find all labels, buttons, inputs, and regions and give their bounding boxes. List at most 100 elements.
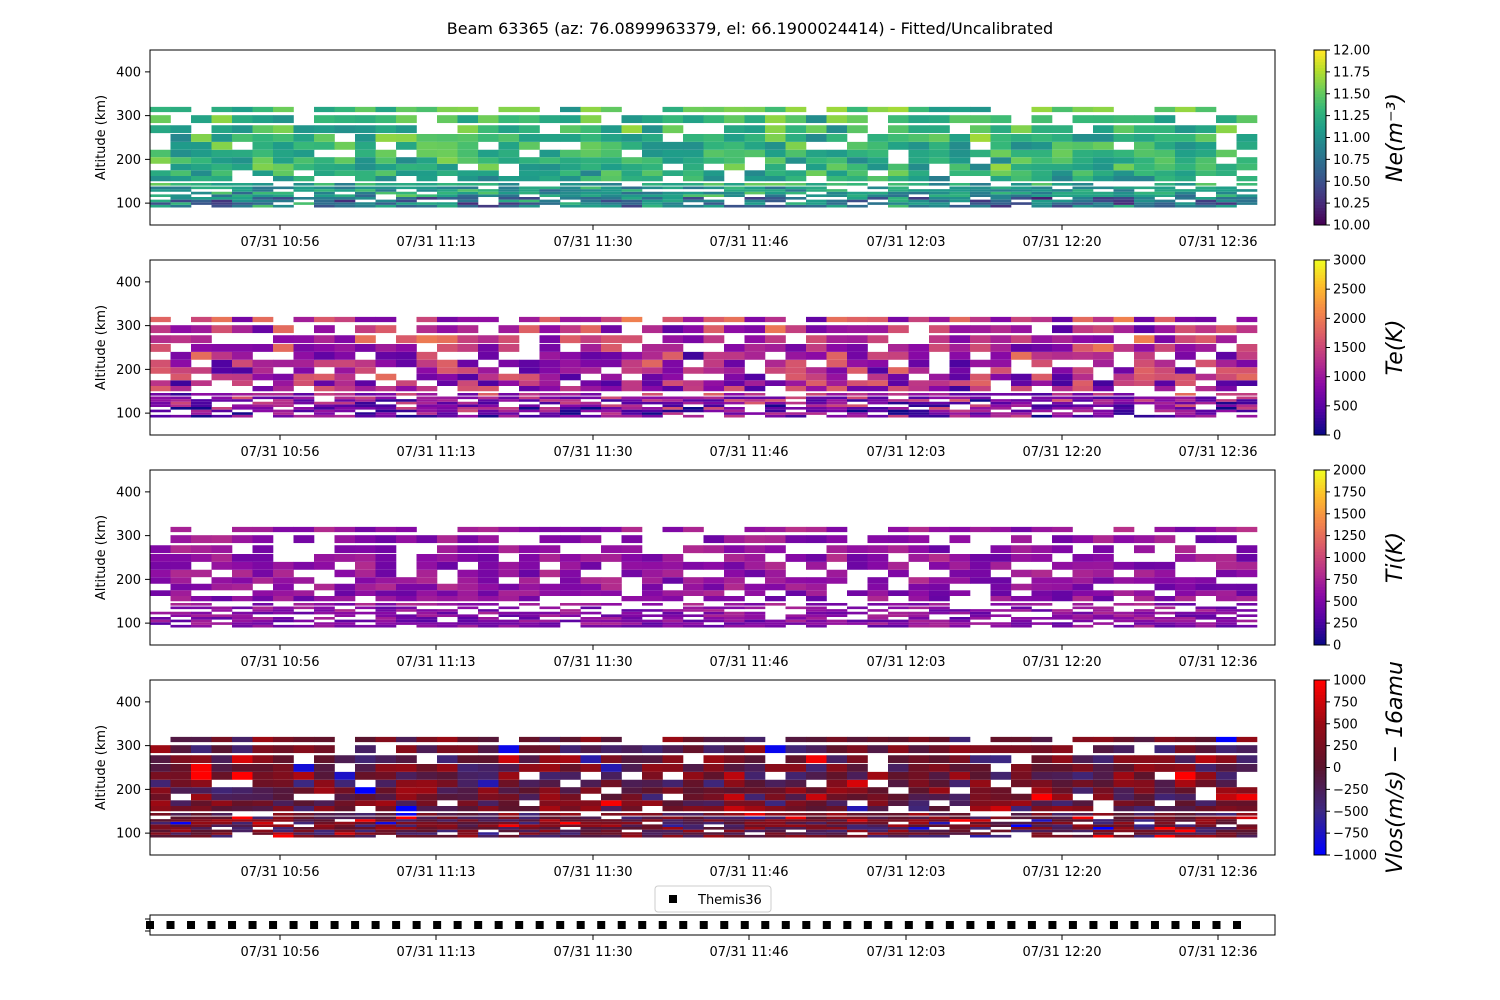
heatmap-cell — [744, 834, 766, 838]
heatmap-cell — [724, 344, 745, 352]
heatmap-cell — [375, 386, 397, 392]
colorbar-step — [1314, 327, 1326, 331]
heatmap-cell — [334, 194, 356, 198]
colorbar-step — [1314, 478, 1326, 483]
heatmap-cell — [1236, 344, 1258, 352]
heatmap-cell — [498, 183, 520, 186]
heatmap-cell — [1195, 204, 1217, 208]
heatmap-cell — [744, 189, 766, 192]
colorbar-tick-label: −750 — [1333, 827, 1369, 842]
heatmap-cell — [293, 813, 315, 816]
colorbar-step — [1314, 297, 1326, 302]
colorbar-step — [1314, 128, 1326, 133]
heatmap-cell — [580, 335, 602, 344]
heatmap-cell — [785, 386, 807, 392]
heatmap-cell — [232, 404, 253, 408]
heatmap-cell — [252, 125, 274, 134]
heatmap-cell — [478, 806, 499, 812]
heatmap-cell — [1093, 163, 1114, 171]
heatmap-cell — [806, 800, 827, 806]
heatmap-cell — [416, 134, 438, 142]
heatmap-cell — [375, 325, 397, 334]
heatmap-cell — [396, 335, 417, 344]
heatmap-cell — [929, 619, 950, 623]
colorbar-step — [1314, 817, 1326, 821]
heatmap-cell — [888, 545, 909, 554]
heatmap-cell — [1175, 202, 1196, 205]
heatmap-cell — [437, 186, 458, 190]
heatmap-cell — [1093, 157, 1114, 164]
heatmap-cell — [191, 191, 212, 195]
heatmap-cell — [949, 399, 971, 402]
heatmap-cell — [744, 755, 766, 764]
heatmap-cell — [642, 764, 663, 772]
heatmap-cell — [970, 617, 991, 620]
heatmap-cell — [970, 106, 991, 113]
heatmap-cell — [252, 617, 274, 620]
heatmap-cell — [949, 351, 971, 360]
themis-marker — [966, 921, 975, 929]
themis-marker — [269, 921, 278, 929]
heatmap-cell — [416, 325, 438, 334]
heatmap-cell — [580, 351, 602, 360]
heatmap-cell — [498, 202, 520, 205]
heatmap-cell — [560, 125, 581, 134]
heatmap-cell — [334, 787, 356, 794]
heatmap-cell — [539, 149, 561, 158]
heatmap-cell — [355, 393, 376, 396]
heatmap-cell — [826, 603, 848, 606]
heatmap-cell — [355, 183, 376, 186]
colorbar-step — [1314, 105, 1326, 109]
heatmap-cell — [621, 614, 643, 618]
legend-marker — [669, 895, 677, 903]
heatmap-cell — [949, 736, 971, 743]
heatmap-cell — [1072, 183, 1094, 186]
heatmap-cell — [1052, 183, 1073, 186]
heatmap-cell — [806, 824, 827, 828]
heatmap-cell — [437, 344, 458, 352]
heatmap-cell — [437, 106, 458, 113]
heatmap-cell — [314, 316, 335, 323]
heatmap-cell — [498, 793, 520, 801]
heatmap-cell — [1154, 611, 1176, 615]
heatmap-cell — [314, 183, 335, 186]
heatmap-cell — [560, 325, 581, 334]
heatmap-cell — [662, 202, 684, 205]
heatmap-cell — [908, 170, 930, 176]
heatmap-cell — [785, 367, 807, 374]
heatmap-cell — [314, 194, 335, 198]
heatmap-cell — [806, 396, 827, 400]
heatmap-cell — [498, 824, 520, 828]
heatmap-cell — [765, 157, 786, 164]
heatmap-cell — [580, 617, 602, 620]
heatmap-cell — [273, 829, 294, 833]
heatmap-cell — [703, 401, 725, 405]
heatmap-cell — [1216, 793, 1237, 801]
heatmap-cell — [519, 359, 540, 368]
heatmap-cell — [888, 197, 909, 200]
heatmap-cell — [888, 204, 909, 208]
heatmap-cell — [355, 827, 376, 830]
heatmap-cell — [539, 535, 561, 544]
colorbar-step — [1314, 163, 1326, 168]
heatmap-cell — [478, 115, 499, 124]
heatmap-cell — [765, 829, 786, 833]
heatmap-cell — [1134, 316, 1155, 323]
heatmap-cell — [847, 834, 868, 838]
heatmap-cell — [375, 176, 397, 182]
colorbar-step — [1314, 799, 1326, 803]
heatmap-cell — [170, 813, 192, 816]
heatmap-cell — [642, 194, 663, 198]
heatmap-cell — [191, 800, 212, 806]
heatmap-cell — [949, 813, 971, 816]
heatmap-cell — [1072, 186, 1094, 190]
colorbar-label: Ne(m⁻³) — [1383, 93, 1408, 182]
heatmap-cell — [642, 115, 663, 124]
heatmap-cell — [1072, 335, 1094, 344]
heatmap-cell — [232, 325, 253, 334]
heatmap-cell — [416, 624, 438, 628]
heatmap-cell — [580, 404, 602, 408]
heatmap-cell — [314, 191, 335, 195]
heatmap-cell — [478, 335, 499, 344]
heatmap-cell — [457, 404, 479, 408]
